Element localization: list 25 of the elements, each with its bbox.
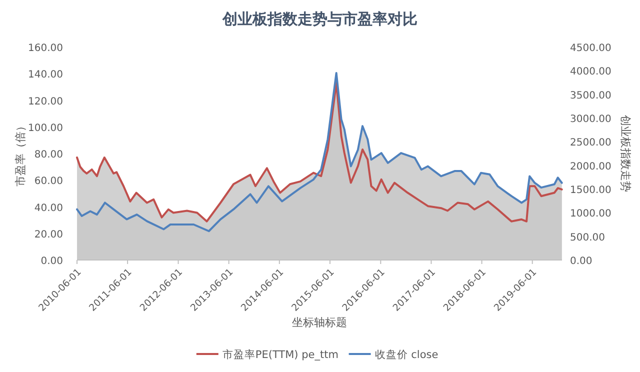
y2-tick-label: 1500.00 — [570, 185, 612, 196]
y-tick-label: 140.00 — [28, 70, 63, 81]
y-tick-label: 60.00 — [34, 176, 63, 188]
y2-tick-label: 0.00 — [570, 256, 592, 267]
y-tick-label: 20.00 — [34, 229, 63, 240]
y2-tick-label: 2000.00 — [570, 161, 612, 172]
y2-axis-title: 创业板指数走势 — [619, 115, 632, 192]
y2-tick-label: 2500.00 — [570, 138, 612, 149]
y-tick-label: 120.00 — [28, 96, 63, 108]
y2-tick-label: 1000.00 — [570, 208, 612, 220]
x-axis-title: 坐标轴标题 — [292, 316, 347, 329]
legend-label: 收盘价 close — [374, 349, 438, 361]
chart-title: 创业板指数走势与市盈率对比 — [222, 10, 418, 28]
y-tick-label: 40.00 — [34, 202, 63, 214]
y2-tick-label: 3000.00 — [570, 114, 612, 125]
y-tick-label: 100.00 — [28, 122, 63, 134]
y-tick-label: 160.00 — [28, 43, 63, 54]
y2-tick-label: 4000.00 — [570, 66, 612, 78]
y-tick-label: 0.00 — [40, 256, 63, 267]
y-tick-label: 80.00 — [34, 150, 63, 160]
y2-tick-label: 500.00 — [570, 232, 605, 244]
y2-tick-label: 3500.00 — [570, 90, 612, 102]
y-axis-title: 市盈率（倍） — [14, 120, 27, 186]
y2-tick-label: 4500.00 — [570, 43, 612, 54]
legend-label: 市盈率PE(TTM) pe_ttm — [222, 348, 338, 361]
